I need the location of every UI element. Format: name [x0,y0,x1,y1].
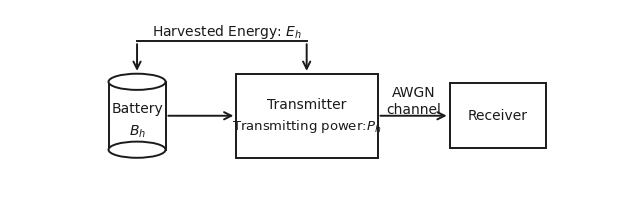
Bar [236,74,378,158]
Text: Harvested Energy: $E_h$: Harvested Energy: $E_h$ [152,24,302,42]
Text: Transmitting power:$P_h$: Transmitting power:$P_h$ [232,118,381,135]
Ellipse shape [109,142,166,158]
Ellipse shape [109,74,166,90]
Text: Receiver: Receiver [468,109,528,123]
Text: Battery: Battery [111,102,163,116]
Text: $B_h$: $B_h$ [129,124,145,140]
Bar [109,82,166,150]
Text: Transmitter: Transmitter [268,98,347,112]
Text: AWGN
channel: AWGN channel [386,85,441,117]
Bar [449,83,547,148]
